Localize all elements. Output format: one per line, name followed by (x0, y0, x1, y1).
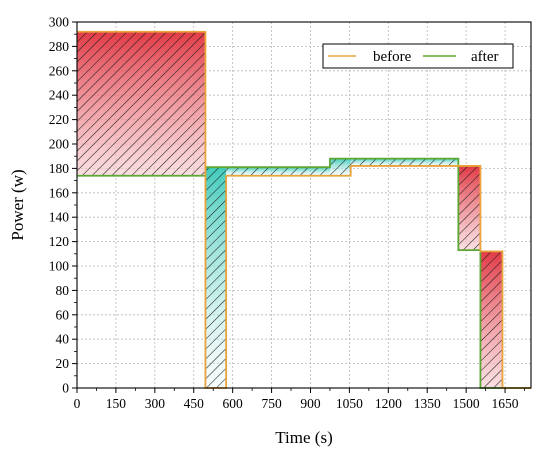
y-tick-label: 120 (49, 234, 70, 249)
x-tick-label: 750 (261, 396, 282, 411)
legend-label-after: after (471, 49, 498, 65)
y-tick-label: 80 (56, 283, 70, 298)
y-tick-label: 180 (49, 161, 70, 176)
y-tick-label: 300 (49, 15, 70, 30)
hatch-region-after-higher (226, 167, 330, 176)
shaded-regions (77, 31, 503, 388)
hatch-region-before-higher (480, 251, 503, 388)
y-tick-label: 280 (49, 39, 70, 54)
y-tick-label: 0 (62, 381, 69, 396)
hatch-region-after-higher (205, 167, 227, 388)
y-tick-label: 60 (56, 307, 70, 322)
hatch-region-before-higher (458, 165, 481, 251)
hatch-region-before-higher (77, 31, 206, 176)
hatch-region-after-higher (329, 158, 351, 176)
x-axis-title: Time (s) (275, 428, 332, 447)
y-tick-label: 100 (49, 259, 70, 274)
x-tick-label: 450 (184, 396, 205, 411)
y-tick-label: 40 (56, 332, 70, 347)
y-tick-label: 220 (49, 112, 70, 127)
y-axis-title: Power (w) (8, 169, 27, 240)
y-tick-label: 140 (49, 210, 70, 225)
y-tick-label: 260 (49, 63, 70, 78)
x-tick-label: 1500 (453, 396, 480, 411)
y-tick-label: 160 (49, 185, 70, 200)
x-tick-label: 1200 (375, 396, 402, 411)
y-tick-label: 20 (56, 356, 70, 371)
legend-label-before: before (373, 49, 412, 65)
y-tick-label: 240 (49, 88, 70, 103)
hatch-region-after-higher (350, 158, 459, 166)
x-tick-label: 900 (300, 396, 321, 411)
x-tick-label: 1650 (492, 396, 519, 411)
x-tick-label: 300 (145, 396, 166, 411)
x-tick-label: 1350 (414, 396, 441, 411)
legend: before after (322, 43, 514, 69)
y-tick-label: 200 (49, 137, 70, 152)
x-tick-label: 1050 (336, 396, 363, 411)
x-tick-label: 0 (74, 396, 81, 411)
axes: 0 150 300 450 600 750 900 1050 1200 1350 1500 1650 0… (49, 15, 532, 411)
grid-lines (77, 22, 531, 388)
x-tick-label: 600 (223, 396, 244, 411)
x-tick-label: 150 (106, 396, 127, 411)
